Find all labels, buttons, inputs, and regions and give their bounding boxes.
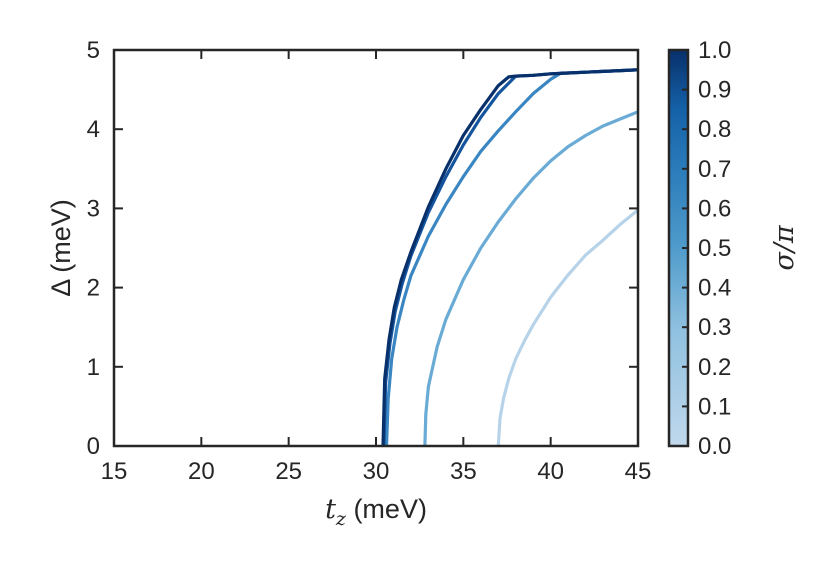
plot-frame <box>112 48 640 448</box>
x-ticks: 15 20 25 30 35 40 45 <box>101 50 652 485</box>
x-tick-label: 35 <box>450 458 477 485</box>
colorbar-tick-label: 0.1 <box>698 393 731 420</box>
x-tick-label: 15 <box>101 458 128 485</box>
x-axis-symbol: t <box>325 494 336 525</box>
x-tick-label: 25 <box>275 458 302 485</box>
series-line-1 <box>423 110 638 446</box>
y-tick-label: 0 <box>87 433 100 460</box>
y-tick-label: 1 <box>87 354 100 381</box>
colorbar-tick-label: 0.4 <box>698 275 731 302</box>
y-tick-label: 2 <box>87 275 100 302</box>
x-axis-unit: (meV) <box>346 494 427 524</box>
colorbar-tick-label: 1.0 <box>698 37 731 64</box>
x-tick-label: 20 <box>188 458 215 485</box>
colorbar-tick-label: 0.0 <box>698 433 731 460</box>
series-line-0 <box>496 208 638 446</box>
colorbar-tick-label: 0.9 <box>698 77 731 104</box>
colorbar-tick-label: 0.2 <box>698 354 731 381</box>
x-tick-label: 45 <box>625 458 652 485</box>
colorbar-tick-label: 0.8 <box>698 116 731 143</box>
x-tick-label: 40 <box>537 458 564 485</box>
series-line-4 <box>381 68 638 446</box>
y-ticks: 0 1 2 3 4 5 <box>87 37 638 460</box>
colorbar-label: σ/π <box>769 224 800 271</box>
colorbar-tick-label: 0.7 <box>698 156 731 183</box>
colorbar-tick-label: 0.5 <box>698 235 731 262</box>
colorbar-tick-label: 0.3 <box>698 314 731 341</box>
x-axis-subscript: z <box>335 508 347 530</box>
y-tick-label: 4 <box>87 116 100 143</box>
y-axis-label: Δ (meV) <box>46 199 76 297</box>
x-axis-label: tz (meV) <box>325 494 427 530</box>
colorbar-tick-label: 0.6 <box>698 195 731 222</box>
series-group <box>381 68 638 446</box>
y-tick-label: 5 <box>87 37 100 64</box>
y-tick-label: 3 <box>87 195 100 222</box>
x-tick-label: 30 <box>363 458 390 485</box>
colorbar-ticks: 0.0 0.1 0.2 0.3 0.4 0.5 0.6 0.7 0.8 0.9 1.0 <box>682 37 731 460</box>
